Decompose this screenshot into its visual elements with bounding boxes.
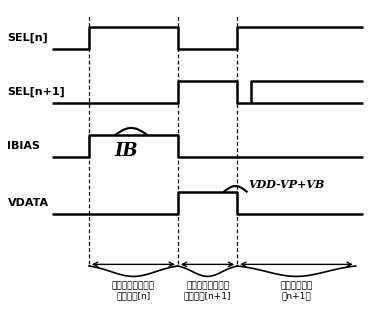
Text: プログラミング・
サイクル[n+1]: プログラミング・ サイクル[n+1] xyxy=(184,281,231,301)
Text: プログラミング・
サイクル[n]: プログラミング・ サイクル[n] xyxy=(112,281,155,301)
Text: VDD-VP+VB: VDD-VP+VB xyxy=(248,180,325,191)
Text: IBIAS: IBIAS xyxy=(8,141,40,151)
Text: SEL[n]: SEL[n] xyxy=(8,33,48,43)
Text: VDATA: VDATA xyxy=(8,198,49,208)
Text: IB: IB xyxy=(115,141,138,160)
Text: 駆動サイクル
［n+1］: 駆動サイクル ［n+1］ xyxy=(280,281,313,301)
Text: SEL[n+1]: SEL[n+1] xyxy=(8,87,65,97)
